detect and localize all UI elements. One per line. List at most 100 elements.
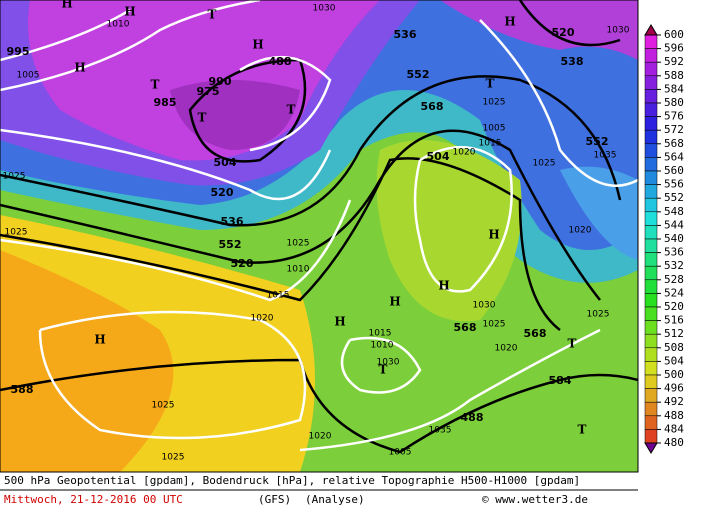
contour-label: 588: [11, 383, 34, 396]
contour-label: 1005: [483, 124, 506, 134]
contour-label: 1005: [17, 71, 40, 81]
colorbar-swatch: [644, 143, 658, 158]
colorbar-swatch: [644, 197, 658, 213]
colorbar-label: 580: [664, 96, 684, 109]
contour-label: 1020: [569, 226, 592, 236]
colorbar-swatch: [644, 293, 658, 308]
colorbar-swatch: [644, 89, 658, 104]
contour-label: 995: [7, 45, 30, 58]
contour-label: 538: [561, 55, 584, 68]
colorbar-label: 584: [664, 82, 684, 95]
contour-label: 1025: [162, 453, 185, 463]
colorbar-label: 504: [664, 354, 684, 367]
footer-copyright: © www.wetter3.de: [482, 493, 588, 506]
contour-label: 990: [209, 75, 232, 88]
colorbar-label: 600: [664, 28, 684, 41]
colorbar-label: 500: [664, 368, 684, 381]
contour-label: 985: [154, 96, 177, 109]
colorbar-label: 572: [664, 123, 684, 136]
pressure-center: T: [486, 77, 495, 91]
contour-label: 1010: [371, 341, 394, 351]
pressure-center: T: [208, 8, 217, 22]
colorbar-swatch: [644, 238, 658, 253]
pressure-contours: [0, 0, 638, 452]
contour-label: 1010: [287, 265, 310, 275]
colorbar-swatch: [644, 333, 658, 349]
colorbar-swatch: [644, 102, 658, 117]
colorbar-swatch: [644, 347, 658, 362]
colorbar-label: 548: [664, 205, 684, 218]
colorbar-label: 512: [664, 327, 684, 340]
contour-label: 1025: [152, 401, 175, 411]
colorbar-label: 596: [664, 42, 684, 55]
contour-label: 1025: [287, 239, 310, 249]
contour-label: 1025: [587, 310, 610, 320]
colorbar-label: 552: [664, 191, 684, 204]
colorbar-swatch: [644, 75, 658, 90]
contour-label: 1020: [453, 148, 476, 158]
contour-label: 1030: [607, 26, 630, 36]
colorbar-label: 568: [664, 137, 684, 150]
footer-analysis: (Analyse): [305, 493, 365, 506]
contour-label: 1025: [3, 172, 26, 182]
contour-label: 568: [524, 327, 547, 340]
colorbar-swatch: [644, 116, 658, 131]
footer-date: Mittwoch, 21-12-2016 00 UTC: [4, 493, 183, 506]
colorbar-label: 520: [664, 300, 684, 313]
contour-label: 1020: [251, 314, 274, 324]
colorbar-label: 576: [664, 110, 684, 123]
colorbar-label: 524: [664, 286, 684, 299]
colorbar-swatch: [644, 170, 658, 185]
contour-label: 1025: [483, 98, 506, 108]
contour-label: 520: [552, 26, 575, 39]
colorbar-swatch: [644, 320, 658, 335]
contour-label: 520: [231, 257, 254, 270]
map-labels: H H H H H H H H H H T T T T T T T T 488 488 504 520 536 552 520 5…: [3, 0, 630, 463]
contour-label: 975: [197, 85, 220, 98]
contour-label: 1030: [313, 4, 336, 14]
colorbar-arrow-top: [644, 24, 658, 36]
contour-label: 1035: [429, 426, 452, 436]
colorbar-label: 496: [664, 382, 684, 395]
colorbar-label: 484: [664, 422, 684, 435]
contour-label: 1020: [309, 432, 332, 442]
pressure-center: T: [568, 337, 577, 351]
colorbar-swatch: [644, 184, 658, 199]
footer-title: 500 hPa Geopotential [gpdam], Bodendruck…: [4, 474, 580, 487]
colorbar-label: 480: [664, 436, 684, 449]
pressure-center: T: [198, 111, 207, 125]
pressure-center: H: [61, 0, 72, 11]
colorbar-label: 492: [664, 395, 684, 408]
pressure-center: T: [578, 423, 587, 437]
map-frame: [0, 0, 639, 473]
colorbar-swatch: [644, 374, 658, 389]
colorbar-swatch: [644, 361, 658, 376]
colorbar-swatch: [644, 34, 658, 49]
contour-label: 520: [211, 186, 234, 199]
contour-label: 584: [549, 374, 572, 387]
pressure-center: T: [379, 363, 388, 377]
colorbar-swatch: [644, 129, 658, 145]
contour-label: 504: [214, 156, 237, 169]
colorbar-swatch: [644, 401, 658, 417]
pressure-center: H: [488, 228, 499, 242]
contour-label: 536: [394, 28, 417, 41]
footer-model: (GFS): [258, 493, 291, 506]
colorbar-swatch: [644, 415, 658, 430]
pressure-center: H: [504, 15, 515, 29]
pressure-center: T: [287, 103, 296, 117]
pressure-center: H: [94, 333, 105, 347]
contour-label: 1020: [495, 344, 518, 354]
colorbar-swatch: [644, 265, 658, 281]
colorbar-swatch: [644, 225, 658, 240]
colorbar-label: 564: [664, 150, 684, 163]
contour-label: 1030: [377, 358, 400, 368]
contour-label: 1005: [389, 448, 412, 458]
map: [0, 0, 638, 472]
contour-label: 488: [461, 411, 484, 424]
pressure-center: H: [252, 38, 263, 52]
colorbar-swatch: [644, 306, 658, 321]
contour-label: 1010: [107, 20, 130, 30]
contour-label: 552: [407, 68, 430, 81]
contour-label: 568: [454, 321, 477, 334]
